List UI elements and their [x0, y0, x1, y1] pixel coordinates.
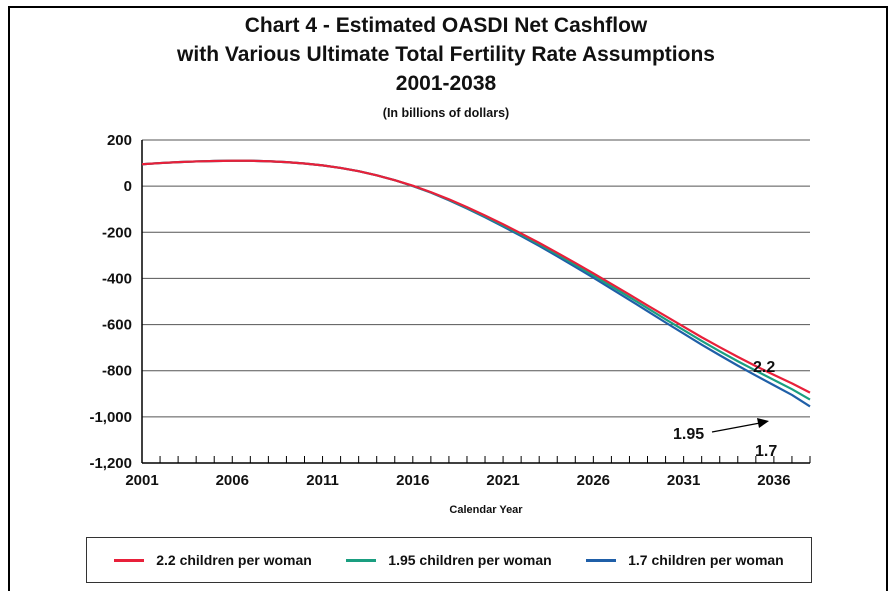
x-tick-label: 2031: [667, 472, 700, 489]
series-line-1: [141, 159, 811, 401]
x-tick-label: 2011: [306, 472, 339, 489]
y-tick-label: -400: [102, 270, 132, 287]
series-line-2: [141, 159, 811, 408]
legend: 2.2 children per woman 1.95 children per…: [86, 537, 812, 583]
chart-subtitle: (In billions of dollars): [382, 106, 510, 120]
axes: [141, 140, 810, 464]
x-tick-label: 2016: [396, 472, 429, 489]
x-tick-label: 2006: [216, 472, 249, 489]
legend-item-2-2: 2.2 children per woman: [114, 552, 312, 568]
y-tick-label: -200: [102, 224, 132, 241]
y-tick-label: -600: [102, 317, 132, 334]
y-tick-label: -800: [102, 363, 132, 380]
x-tick-label: 2026: [577, 472, 610, 489]
legend-item-1-95: 1.95 children per woman: [346, 552, 552, 568]
x-tick-label: 2001: [125, 472, 158, 489]
legend-label-1-7: 1.7 children per woman: [628, 552, 784, 568]
chart-title-line-1: Chart 4 - Estimated OASDI Net Cashflow: [244, 14, 648, 37]
y-axis-ticks: 200 0 -200 -400 -600 -800 -1,000 -1,200: [89, 132, 132, 472]
gridlines: [142, 139, 810, 464]
annotation-label: 1.95: [673, 426, 704, 443]
y-tick-label: -1,200: [89, 455, 132, 472]
annotations: 2.2 1.95 1.7: [673, 359, 777, 460]
chart-title-line-2: with Various Ultimate Total Fertility Ra…: [177, 43, 715, 66]
x-axis-ticks: 2001 2006 2011 2016 2021 2026 2031 2036: [125, 456, 811, 489]
legend-item-1-7: 1.7 children per woman: [586, 552, 784, 568]
y-tick-label: 200: [107, 132, 132, 149]
x-tick-label: 2036: [757, 472, 790, 489]
legend-swatch-1-95: [346, 558, 377, 562]
series-lines: [141, 159, 811, 408]
annotation-label: 2.2: [753, 359, 775, 376]
legend-swatch-1-7: [586, 558, 617, 562]
series-line-0: [141, 159, 811, 394]
annotation-label: 1.7: [755, 443, 777, 460]
annotation-arrow-line: [711, 422, 761, 433]
y-tick-label: 0: [124, 178, 132, 195]
chart-frame: [8, 6, 888, 591]
legend-label-1-95: 1.95 children per woman: [388, 552, 552, 568]
legend-swatch-2-2: [114, 558, 145, 562]
x-tick-label: 2021: [486, 472, 519, 489]
legend-label-2-2: 2.2 children per woman: [156, 552, 312, 568]
chart-title-line-3: 2001-2038: [395, 72, 497, 95]
y-tick-label: -1,000: [89, 409, 132, 426]
x-axis-label: Calendar Year: [449, 504, 523, 516]
annotation-arrow-head: [757, 418, 769, 428]
